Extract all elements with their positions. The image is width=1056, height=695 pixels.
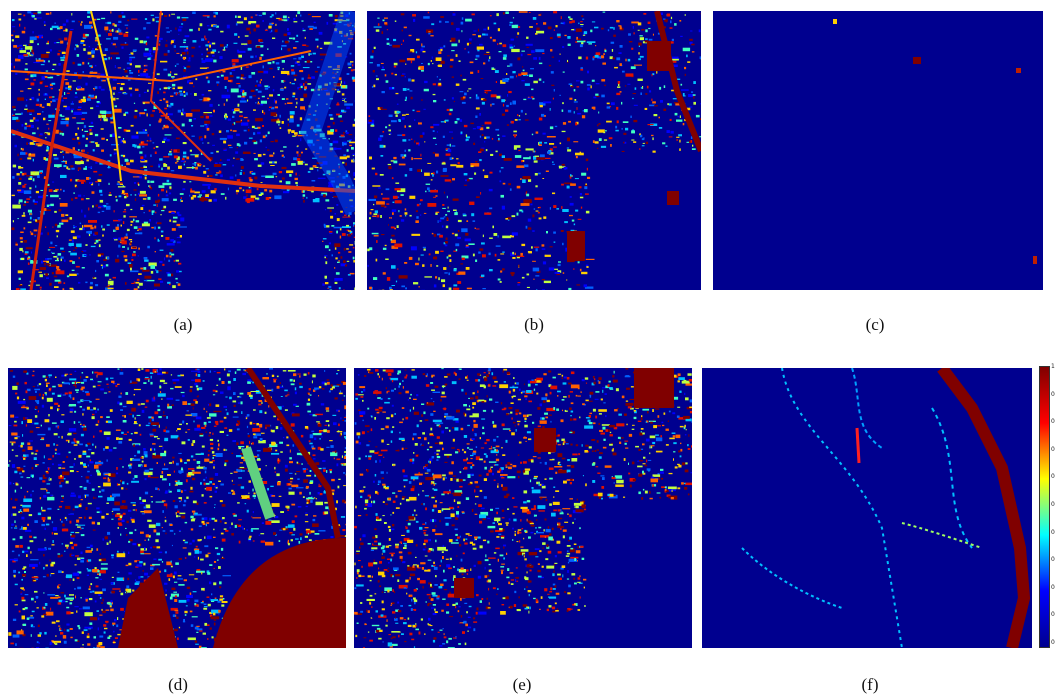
colorbar-tick: 1 [1051,364,1055,370]
map-panel-c [713,11,1043,290]
colorbar-tick: 0 [1051,640,1055,646]
heatmap-e [354,368,692,648]
colorbar-tick: 0 [1051,585,1055,591]
caption-f: (f) [840,675,900,695]
colorbar-tick: 0 [1051,392,1055,398]
colorbar-tick: 0 [1051,612,1055,618]
heatmap-d [8,368,346,648]
heatmap-f [702,368,1032,648]
map-panel-b [367,11,701,290]
colorbar-tick: 0 [1051,557,1055,563]
colorbar-tick: 0 [1051,419,1055,425]
heatmap-c [713,11,1043,290]
caption-a: (a) [153,315,213,335]
heatmap-a [11,11,355,290]
colorbar-tick: 0 [1051,502,1055,508]
map-panel-d [8,368,346,648]
colorbar-tick: 0 [1051,474,1055,480]
caption-c: (c) [845,315,905,335]
colorbar-tick: 0 [1051,530,1055,536]
caption-e: (e) [492,675,552,695]
caption-b: (b) [504,315,564,335]
caption-d: (d) [148,675,208,695]
colorbar [1039,366,1050,648]
map-panel-a [11,11,355,290]
colorbar-tick: 0 [1051,447,1055,453]
map-panel-f [702,368,1032,648]
heatmap-b [367,11,701,290]
map-panel-e [354,368,692,648]
